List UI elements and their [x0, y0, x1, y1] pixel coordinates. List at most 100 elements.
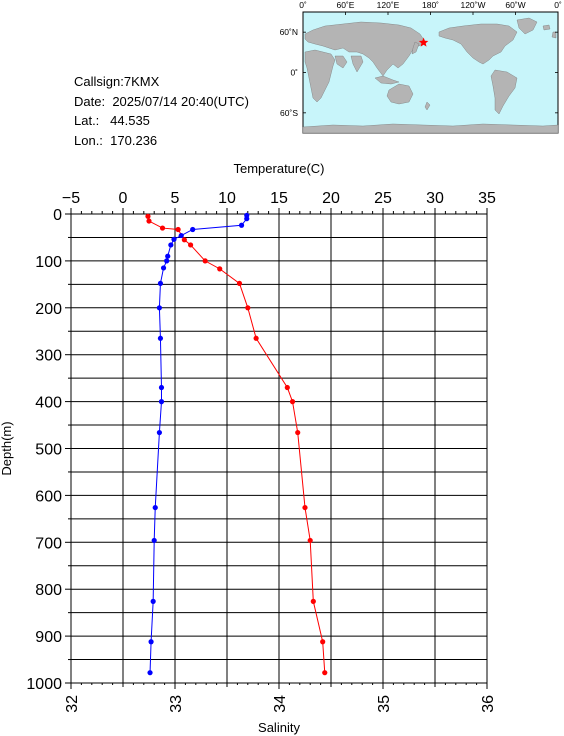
lat-value: 44.535: [110, 113, 150, 128]
temperature-tick-label: 15: [270, 190, 288, 207]
depth-tick-label: 0: [53, 207, 62, 224]
lat-label: Lat.:: [74, 113, 100, 128]
temperature-data-point: [245, 305, 251, 311]
salinity-axis-title: Salinity: [258, 720, 300, 735]
land-greenland: [516, 17, 538, 35]
temperature-tick-label: 5: [171, 190, 180, 207]
station-marker-star-icon: [418, 37, 429, 47]
land-iceland: [542, 24, 551, 31]
land-australia: [386, 83, 414, 105]
salinity-data-point: [156, 429, 162, 436]
temperature-data-point: [159, 225, 166, 231]
salinity-data-point: [168, 242, 174, 248]
salinity-data-point: [160, 265, 167, 271]
map-land: [302, 17, 559, 134]
temperature-data-point: [236, 280, 243, 287]
depth-tick-label: 600: [35, 488, 62, 505]
salinity-data-point: [152, 504, 158, 511]
map-lat-tick-label: 60˚S: [280, 108, 298, 118]
temperature-data-point: [181, 237, 187, 243]
depth-tick-label: 700: [35, 535, 62, 552]
temperature-data-point: [284, 384, 290, 391]
map-lon-tick-label: 0˚: [299, 0, 307, 10]
depth-tick-label: 800: [35, 582, 62, 599]
land-north-america: [438, 23, 518, 65]
salinity-data-point: [178, 232, 184, 239]
salinity-data-point: [147, 670, 153, 676]
land-africa: [304, 49, 336, 103]
salinity-data-point: [158, 399, 165, 405]
land-antarctica: [302, 123, 559, 134]
temperature-data-point: [253, 335, 259, 341]
salinity-axis: 32 33 34 35 36: [64, 683, 497, 713]
salinity-data-point: [164, 258, 170, 264]
chart-frame: [70, 213, 488, 684]
land-indonesia: [374, 75, 400, 85]
map-lon-tick-label: 60˚E: [337, 0, 355, 10]
salinity-tick-label: 33: [168, 695, 185, 713]
salinity-data-point: [151, 537, 157, 544]
salinity-profile-line: [149, 215, 248, 673]
salinity-data-point: [156, 305, 162, 311]
temperature-series: [145, 213, 328, 676]
depth-tick-label: 500: [35, 442, 62, 459]
salinity-data-point: [148, 639, 154, 645]
land-south-america: [490, 69, 518, 115]
temperature-axis-title: Temperature(C): [233, 161, 324, 176]
salinity-tick-label: 36: [480, 695, 497, 713]
map-lon-tick-label: 180˚: [422, 0, 439, 10]
depth-axis: 0 100 200 300 400 500 600 700 800 900 1000: [26, 207, 71, 693]
salinity-data-point: [244, 212, 250, 219]
map-lat-labels: 60˚N 0˚ 60˚S: [280, 27, 299, 118]
temperature-tick-label: 10: [218, 190, 236, 207]
map-lon-tick-label: 60˚W: [505, 0, 525, 10]
map-lon-tick-label: 120˚E: [377, 0, 400, 10]
salinity-data-point: [157, 280, 164, 287]
temperature-data-point: [289, 399, 296, 405]
map-lon-labels: 0˚ 60˚E 120˚E 180˚ 120˚W 60˚W 0˚: [299, 0, 562, 10]
temperature-tick-label: 0: [119, 190, 128, 207]
temperature-tick-label: 20: [322, 190, 340, 207]
temperature-data-point: [146, 218, 152, 224]
salinity-data-point: [190, 226, 196, 233]
depth-tick-label: 400: [35, 395, 62, 412]
map-frame: [302, 12, 559, 114]
depth-tick-label: 300: [35, 348, 62, 365]
temperature-data-point: [295, 429, 301, 436]
salinity-series: [147, 212, 250, 676]
depth-tick-label: 900: [35, 629, 62, 646]
map-lon-tick-label: 120˚W: [460, 0, 485, 10]
station-star-icon: [418, 37, 429, 47]
temperature-tick-label: −5: [62, 190, 80, 207]
map-lon-tick-label: 0˚: [554, 0, 562, 10]
temperature-data-point: [217, 266, 223, 272]
salinity-tick-label: 35: [376, 695, 393, 713]
land-japan: [411, 41, 420, 55]
land-arabia: [334, 55, 348, 69]
salinity-tick-label: 34: [272, 695, 289, 713]
temperature-data-point: [175, 226, 181, 233]
date-label: Date:: [74, 93, 106, 109]
date-row: Date: 2025/07/14 20:40(UTC): [74, 92, 249, 112]
lon-value: 170.236: [110, 132, 158, 148]
series-layer: [145, 212, 328, 676]
salinity-data-point: [171, 236, 177, 242]
map-lat-tick-label: 0˚: [290, 68, 298, 78]
salinity-data-point: [244, 216, 250, 222]
temperature-data-point: [302, 504, 308, 511]
temperature-data-point: [307, 537, 313, 544]
station-info: Callsign:7KMX Date: 2025/07/14 20:40(UTC…: [74, 72, 249, 150]
depth-tick-label: 100: [35, 254, 62, 271]
depth-tick-label: 200: [35, 301, 62, 318]
temperature-data-point: [145, 213, 151, 219]
land-nz: [424, 101, 431, 111]
salinity-data-point: [150, 598, 156, 604]
temperature-data-point: [320, 639, 326, 645]
land-eurasia: [304, 21, 425, 77]
lat-row: Lat.: 44.535: [74, 111, 249, 131]
temperature-data-point: [322, 670, 328, 676]
temperature-data-point: [188, 242, 194, 248]
date-value: 2025/07/14 20:40(UTC): [112, 93, 249, 109]
salinity-tick-label: 32: [64, 695, 81, 713]
depth-axis-title: Depth(m): [0, 421, 14, 475]
